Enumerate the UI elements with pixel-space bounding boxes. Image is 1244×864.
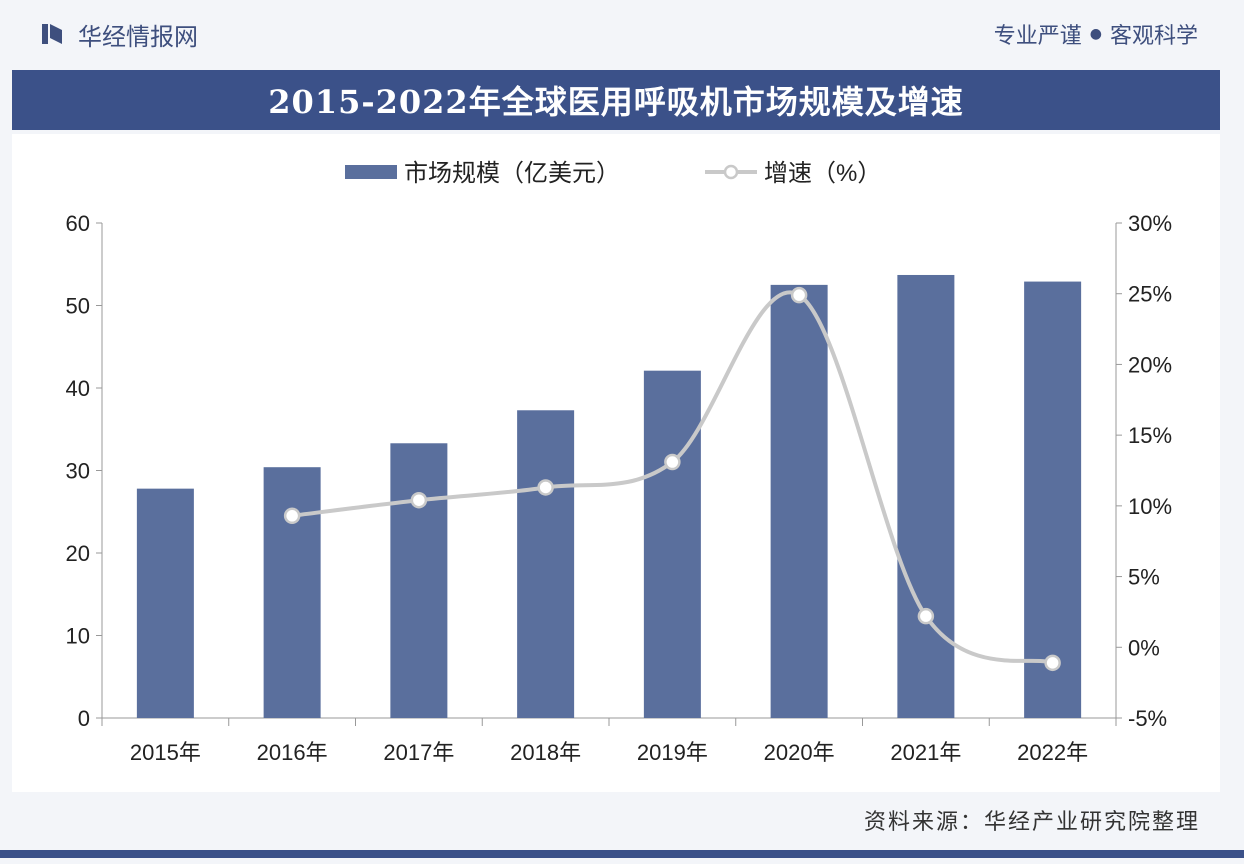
growth-point (790, 286, 808, 304)
right-tick-label: 30% (1128, 211, 1172, 236)
left-tick-label: 20 (66, 541, 90, 566)
motto: 专业严谨 ● 客观科学 (994, 18, 1198, 50)
x-tick-label: 2018年 (510, 740, 581, 765)
legend: 市场规模（亿美元） 增速（%） (345, 160, 881, 187)
x-tick-label: 2017年 (383, 740, 454, 765)
right-tick-label: 0% (1128, 635, 1160, 660)
growth-point (664, 453, 681, 471)
left-tick-label: 10 (66, 624, 90, 649)
bar (643, 370, 701, 718)
right-tick-label: 5% (1128, 565, 1160, 590)
right-tick-label: -5% (1128, 706, 1167, 731)
x-tick-label: 2020年 (764, 740, 835, 765)
left-tick-label: 30 (66, 459, 90, 484)
chart-svg: 市场规模（亿美元） 增速（%） 0 10 20 30 40 50 60 -5% 0% 5% 10% 1… (66, 160, 1173, 765)
right-tick-label: 20% (1128, 352, 1172, 377)
left-tick-label: 0 (78, 706, 90, 731)
bars (136, 274, 1082, 718)
growth-point (1044, 654, 1061, 672)
left-tick-label: 40 (66, 376, 90, 401)
header: 华经情报网 专业严谨 ● 客观科学 (0, 0, 1244, 68)
legend-bar-label: 市场规模（亿美元） (404, 160, 620, 187)
x-tick-label: 2019年 (637, 740, 708, 765)
right-tick-label: 10% (1128, 494, 1172, 519)
chart-title: 2015-2022年全球医用呼吸机市场规模及增速 (12, 70, 1220, 130)
right-tick-label: 15% (1128, 423, 1172, 448)
left-tick-label: 50 (66, 294, 90, 319)
brand-name: 华经情报网 (78, 22, 198, 51)
motto-right: 客观科学 (1109, 24, 1198, 49)
footer: 资料来源：华经产业研究院整理 (12, 796, 1220, 844)
right-tick-label: 25% (1128, 282, 1172, 307)
bar (770, 284, 828, 718)
growth-point (537, 479, 554, 496)
growth-point (410, 491, 428, 509)
source-note: 资料来源：华经产业研究院整理 (863, 810, 1200, 835)
brand: 华经情报网 (40, 17, 198, 52)
axes: 0 10 20 30 40 50 60 -5% 0% 5% 10% 15% 20% 25% 30% 2015年… (66, 211, 1173, 765)
growth-line (283, 286, 1061, 672)
growth-point (283, 507, 301, 525)
x-tick-label: 2015年 (130, 740, 201, 765)
bar (517, 410, 575, 718)
chart-area: 市场规模（亿美元） 增速（%） 0 10 20 30 40 50 60 -5% 0% 5% 10% 1… (12, 134, 1220, 792)
motto-left: 专业严谨 (993, 24, 1082, 49)
brand-logo-icon (42, 24, 62, 44)
x-tick-label: 2021年 (890, 740, 961, 765)
bottom-divider (0, 850, 1244, 858)
bar (136, 488, 194, 718)
growth-point (917, 607, 935, 625)
x-tick-label: 2016年 (257, 740, 328, 765)
legend-line-marker (723, 164, 739, 180)
bar (263, 467, 321, 718)
bar (897, 274, 955, 718)
legend-line-label: 增速（%） (764, 160, 881, 187)
legend-bar-swatch (345, 165, 397, 179)
x-tick-label: 2022年 (1017, 740, 1088, 765)
motto-dot-icon: ● (1089, 26, 1102, 42)
bar (1024, 281, 1082, 718)
left-tick-label: 60 (66, 211, 90, 236)
bar (390, 443, 448, 718)
